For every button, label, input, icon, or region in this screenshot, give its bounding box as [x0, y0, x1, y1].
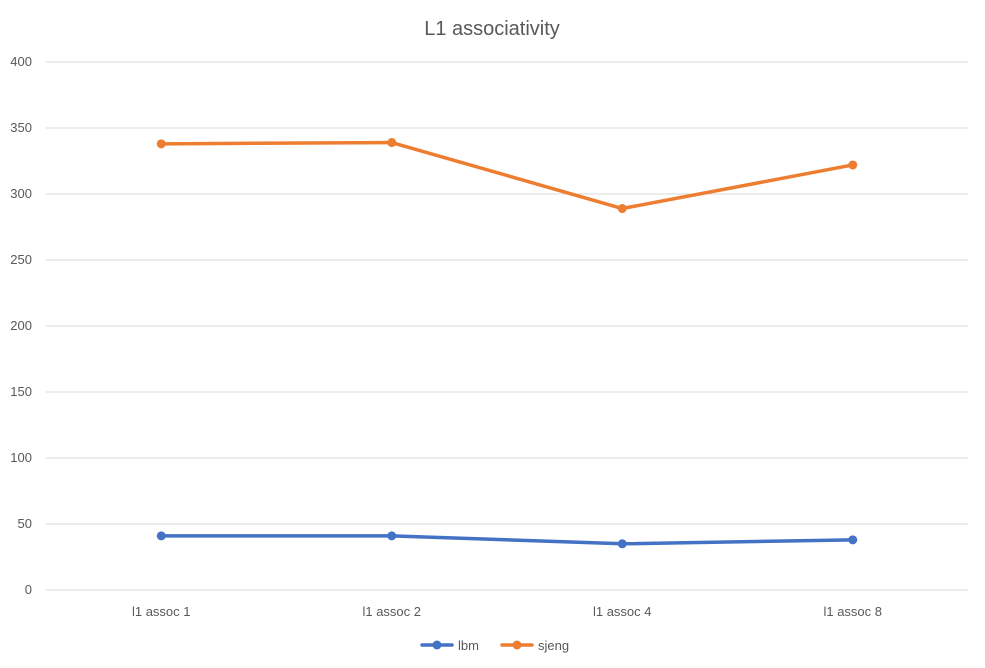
data-point-lbm	[848, 535, 858, 545]
y-axis-tick-labels: 0 50 100 150 200 250 300 350 400	[10, 54, 32, 597]
x-tick-label: l1 assoc 8	[823, 604, 882, 619]
legend-item-sjeng: sjeng	[500, 638, 569, 653]
x-tick-label: l1 assoc 2	[362, 604, 421, 619]
legend-swatch-marker	[512, 640, 522, 650]
series-line-lbm	[159, 534, 855, 546]
legend: lbm sjeng	[420, 638, 569, 653]
chart-title: L1 associativity	[424, 18, 560, 40]
data-point-lbm	[156, 531, 166, 541]
data-point-sjeng	[848, 160, 858, 170]
y-tick-label: 50	[18, 516, 32, 531]
data-point-sjeng	[617, 204, 627, 214]
y-tick-label: 150	[10, 384, 32, 399]
series-line-sjeng	[159, 140, 855, 211]
legend-label: lbm	[458, 638, 479, 653]
y-tick-label: 200	[10, 318, 32, 333]
gridlines	[46, 61, 968, 591]
y-tick-label: 0	[25, 582, 32, 597]
legend-item-lbm: lbm	[420, 638, 479, 653]
y-tick-label: 300	[10, 186, 32, 201]
y-tick-label: 100	[10, 450, 32, 465]
data-point-lbm	[617, 539, 627, 549]
x-axis-tick-labels: l1 assoc 1 l1 assoc 2 l1 assoc 4 l1 assoc 8	[132, 604, 882, 619]
legend-label: sjeng	[538, 638, 569, 653]
data-point-lbm	[387, 531, 397, 541]
data-point-sjeng	[156, 139, 166, 149]
y-tick-label: 250	[10, 252, 32, 267]
series-lines	[156, 138, 858, 549]
legend-swatch-marker	[432, 640, 442, 650]
series-sjeng	[156, 138, 858, 214]
x-tick-label: l1 assoc 1	[132, 604, 191, 619]
data-point-sjeng	[387, 138, 397, 148]
y-tick-label: 350	[10, 120, 32, 135]
x-tick-label: l1 assoc 4	[593, 604, 652, 619]
series-lbm	[156, 531, 858, 549]
y-tick-label: 400	[10, 54, 32, 69]
